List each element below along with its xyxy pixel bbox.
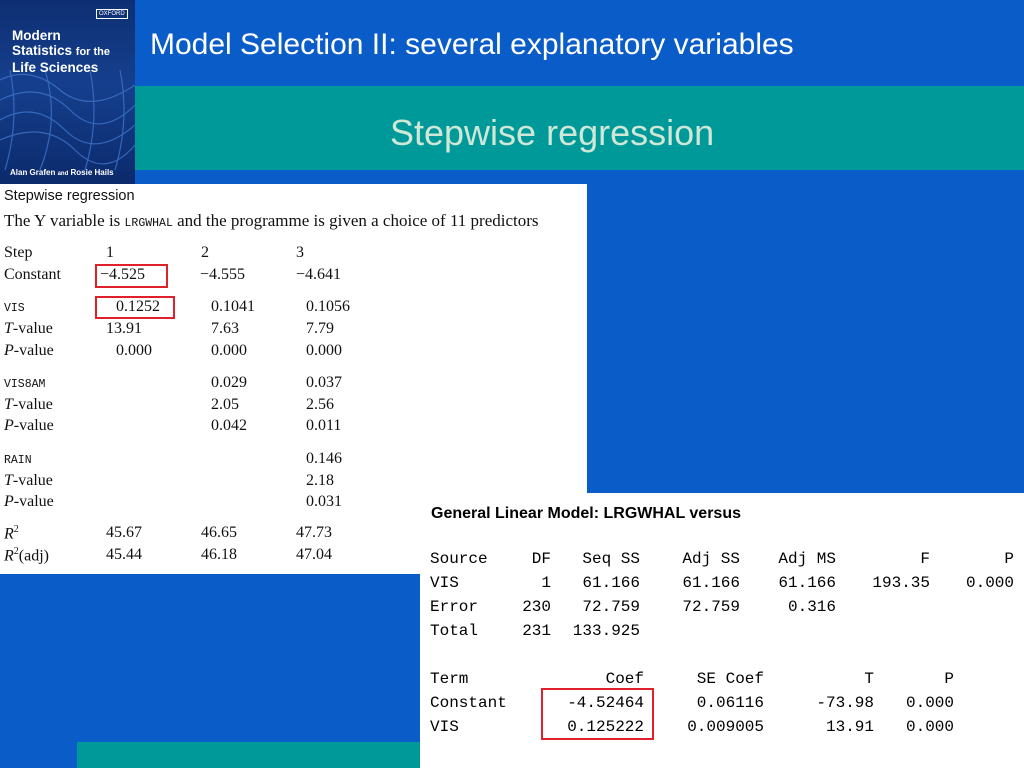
step-2: 2 [201,244,209,261]
vis8am-p-step3: 0.011 [306,417,342,434]
vis8am-coef-step2: 0.029 [211,374,247,391]
anova-error-adjms: 0.316 [787,598,836,616]
rain-t-step3: 2.18 [306,472,334,489]
slide-title: Model Selection II: several explanatory … [150,28,794,61]
anova-vis-adjms: 61.166 [778,574,836,592]
highlight-constant [95,264,168,288]
anova-header-seqss: Seq SS [582,550,640,568]
highlight-glm-coef [541,688,654,740]
publisher-logo: OXFORD [96,9,128,19]
rain-p-label: P-value [4,493,54,510]
coef-header-term: Term [430,670,469,688]
teal-band-top [135,86,1024,170]
anova-header-source: Source [430,550,488,568]
predictor-vis8am-label: VIS8AM [4,378,46,391]
coef-vis-term: VIS [430,718,459,736]
stepwise-description: The Y variable is LRGWHAL and the progra… [4,211,539,230]
book-cover: OXFORD Modern Statistics for the Life Sc… [0,0,135,184]
rain-p-step3: 0.031 [306,493,342,510]
vis8am-t-step2: 2.05 [211,396,239,413]
step-1: 1 [106,244,114,261]
rain-coef-step3: 0.146 [306,450,342,467]
vis-coef-step2: 0.1041 [211,298,255,315]
book-title-line2: Statistics for the [12,43,111,58]
anova-vis-f: 193.35 [872,574,930,592]
vis-t-label: T-value [4,320,53,337]
book-authors: Alan Grafen and Rosie Hails [10,168,114,177]
coef-vis-coef: 0.125222 [567,718,644,736]
coef-header-coef: Coef [605,670,644,688]
vis-p-label: P-value [4,342,54,359]
constant-label: Constant [4,266,61,283]
anova-total-seqss: 133.925 [572,622,640,640]
anova-error-adjss: 72.759 [682,598,740,616]
vis-p-step2: 0.000 [211,342,247,359]
r2-step2: 46.65 [201,524,237,541]
coef-constant-secoef: 0.06116 [696,694,764,712]
anova-error-seqss: 72.759 [582,598,640,616]
r2-label: R2 [4,524,19,543]
book-title-line1: Modern [12,28,61,43]
highlight-vis-coef [95,296,175,319]
coef-constant-t: -73.98 [816,694,874,712]
constant-step1: −4.525 [100,266,146,283]
vis8am-coef-step3: 0.037 [306,374,342,391]
anova-vis-df: 1 [541,574,551,592]
vis-t-step2: 7.63 [211,320,239,337]
predictor-rain-label: RAIN [4,454,32,467]
book-cover-pattern [0,70,135,170]
teal-band-bottom [77,742,422,768]
vis-coef-step3: 0.1056 [306,298,350,315]
r2adj-step3: 47.04 [296,546,332,563]
anova-total-source: Total [430,622,479,640]
vis8am-t-step3: 2.56 [306,396,334,413]
r2-step1: 45.67 [106,524,142,541]
anova-header-adjss: Adj SS [682,550,740,568]
vis8am-p-step2: 0.042 [211,417,247,434]
glm-title: General Linear Model: LRGWHAL versus [431,505,741,522]
anova-vis-source: VIS [430,574,459,592]
slide-subtitle: Stepwise regression [390,112,715,153]
anova-error-df: 230 [522,598,551,616]
anova-header-p: P [1004,550,1014,568]
step-label: Step [4,244,33,261]
coef-constant-p: 0.000 [905,694,954,712]
anova-total-df: 231 [522,622,551,640]
constant-step2: −4.555 [200,266,246,283]
vis-p-step1: 0.000 [116,342,152,359]
vis-t-step1: 13.91 [106,320,142,337]
r2adj-step1: 45.44 [106,546,142,563]
anova-vis-seqss: 61.166 [582,574,640,592]
step-3: 3 [296,244,304,261]
vis-p-step3: 0.000 [306,342,342,359]
coef-vis-p: 0.000 [905,718,954,736]
vis8am-t-label: T-value [4,396,53,413]
coef-header-t: T [864,670,874,688]
r2-step3: 47.73 [296,524,332,541]
constant-step3: −4.641 [296,266,342,283]
predictor-vis-label: VIS [4,302,25,315]
anova-vis-adjss: 61.166 [682,574,740,592]
coef-vis-t: 13.91 [825,718,874,736]
coef-constant-term: Constant [430,694,507,712]
anova-header-df: DF [531,550,551,568]
vis-coef-step1: 0.1252 [116,298,160,315]
rain-t-label: T-value [4,472,53,489]
book-title: Modern Statistics for the Life Sciences [12,28,110,75]
book-title-line3: Life Sciences [12,60,99,75]
vis-t-step3: 7.79 [306,320,334,337]
r2adj-label: R2(adj) [4,546,49,565]
coef-header-p: P [944,670,954,688]
anova-vis-p: 0.000 [965,574,1014,592]
anova-header-adjms: Adj MS [778,550,836,568]
vis8am-p-label: P-value [4,417,54,434]
r2adj-step2: 46.18 [201,546,237,563]
coef-vis-secoef: 0.009005 [687,718,764,736]
anova-error-source: Error [430,598,479,616]
stepwise-heading: Stepwise regression [4,188,135,204]
anova-header-f: F [920,550,930,568]
coef-constant-coef: -4.52464 [567,694,644,712]
glm-output-panel: General Linear Model: LRGWHAL versus Sou… [420,493,1024,768]
coef-header-secoef: SE Coef [696,670,764,688]
